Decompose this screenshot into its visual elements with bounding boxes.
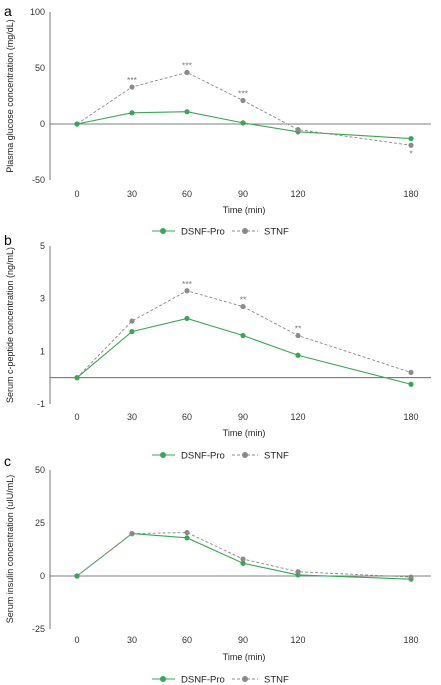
series-line-dsnf-pro-c	[76, 533, 412, 580]
legend-marker-dsnf-pro	[160, 228, 166, 234]
panel-letter-c: c	[4, 453, 11, 469]
series-line-dsnf-pro-b	[76, 317, 412, 385]
legend-label-stnf: STNF	[264, 451, 289, 462]
y-tick-label: 5	[40, 241, 45, 251]
x-tick-label: 0	[74, 189, 79, 199]
y-axis-label-b: Serum c-peptide concentration (ng/mL)	[5, 247, 15, 403]
data-point-stnf	[184, 529, 190, 536]
x-tick-label: 0	[74, 412, 79, 422]
y-tick-label: 3	[40, 294, 45, 304]
x-tick-label: 180	[403, 635, 418, 645]
y-tick-label: -1	[37, 399, 45, 409]
significance-marker: ***	[238, 88, 249, 98]
legend-marker-dsnf-pro	[160, 452, 166, 458]
significance-marker: **	[295, 324, 302, 334]
series-line-dsnf-pro-a	[76, 111, 412, 140]
data-point-dsnf-pro	[295, 352, 301, 358]
data-point-stnf	[408, 574, 414, 580]
y-tick-label: -25	[32, 624, 45, 634]
x-tick-label: 60	[182, 635, 192, 645]
data-point-dsnf-pro	[408, 381, 414, 387]
legend-label-stnf: STNF	[264, 227, 289, 238]
x-tick-label: 90	[238, 412, 248, 422]
significance-marker: ***	[182, 279, 193, 289]
data-point-stnf	[295, 569, 301, 575]
data-point-stnf	[240, 97, 246, 104]
data-point-dsnf-pro	[184, 109, 190, 115]
y-tick-label: 50	[35, 465, 45, 475]
x-tick-label: 30	[127, 412, 137, 422]
data-point-stnf	[295, 332, 301, 339]
y-tick-label: 1	[40, 346, 45, 356]
series-line-stnf-b	[76, 290, 412, 378]
series-line-stnf-c	[76, 532, 412, 578]
x-tick-label: 180	[403, 412, 418, 422]
data-point-stnf	[240, 303, 246, 310]
data-point-stnf	[408, 142, 414, 148]
y-axis-label-c: Serum insulin concentration (uIU/mL)	[5, 475, 15, 624]
y-tick-label: 100	[30, 7, 45, 17]
data-point-stnf	[295, 127, 301, 133]
x-axis-label-b: Time (min)	[223, 428, 266, 438]
x-tick-label: 60	[182, 412, 192, 422]
data-point-stnf	[184, 288, 190, 294]
data-point-stnf	[129, 531, 135, 537]
data-point-dsnf-pro	[184, 535, 190, 541]
data-point-stnf	[129, 84, 135, 90]
significance-marker: ***	[182, 60, 193, 70]
x-tick-label: 30	[127, 635, 137, 645]
y-axis-label-a: Plasma glucose concentration (mg/dL)	[5, 19, 15, 173]
data-point-stnf	[129, 318, 135, 324]
data-point-dsnf-pro	[240, 332, 246, 339]
y-tick-label: 25	[35, 518, 45, 528]
x-axis-label-c: Time (min)	[223, 652, 266, 662]
legend-marker-dsnf-pro	[160, 676, 166, 682]
x-tick-label: 120	[290, 635, 305, 645]
x-tick-label: 180	[403, 189, 418, 199]
data-point-dsnf-pro	[129, 110, 135, 116]
data-point-dsnf-pro	[240, 560, 246, 566]
series-line-stnf-a	[76, 72, 412, 146]
x-tick-label: 90	[238, 635, 248, 645]
x-tick-label: 120	[290, 412, 305, 422]
data-point-stnf	[74, 375, 80, 381]
panel-letter-a: a	[4, 3, 12, 19]
x-tick-label: 0	[74, 635, 79, 645]
legend-label-dsnf-pro: DSNF-Pro	[181, 227, 225, 238]
data-point-dsnf-pro	[184, 315, 190, 322]
data-point-stnf	[74, 121, 80, 127]
x-tick-label: 60	[182, 189, 192, 199]
data-point-stnf	[240, 556, 246, 562]
significance-marker: **	[240, 295, 247, 305]
legend-label-dsnf-pro: DSNF-Pro	[181, 451, 225, 462]
legend-label-dsnf-pro: DSNF-Pro	[181, 675, 225, 685]
x-axis-label-a: Time (min)	[223, 205, 266, 215]
panel-letter-b: b	[4, 232, 12, 248]
data-point-dsnf-pro	[240, 120, 246, 126]
data-point-dsnf-pro	[408, 135, 414, 142]
data-point-stnf	[184, 69, 190, 76]
legend-marker-stnf	[242, 676, 248, 682]
significance-marker: *	[409, 148, 413, 158]
y-tick-label: 0	[40, 119, 45, 129]
data-point-stnf	[74, 573, 80, 579]
data-point-dsnf-pro	[129, 328, 135, 335]
y-tick-label: -50	[32, 175, 45, 185]
x-tick-label: 120	[290, 189, 305, 199]
legend-label-stnf: STNF	[264, 675, 289, 685]
data-point-stnf	[408, 369, 414, 375]
legend-marker-stnf	[242, 452, 248, 458]
legend-marker-stnf	[242, 228, 248, 234]
y-tick-label: 50	[35, 63, 45, 73]
x-tick-label: 90	[238, 189, 248, 199]
y-tick-label: 0	[40, 571, 45, 581]
significance-marker: ***	[127, 75, 138, 85]
x-tick-label: 30	[127, 189, 137, 199]
